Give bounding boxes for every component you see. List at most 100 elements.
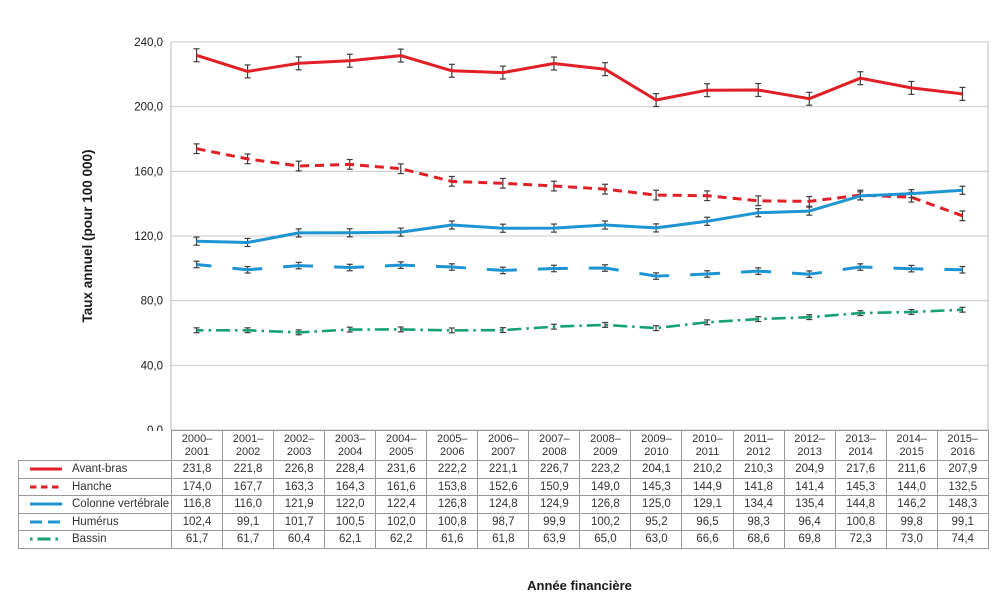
error-bar (397, 326, 404, 333)
legend-label: Colonne vertébrale (72, 498, 170, 511)
table-cell: 62,1 (324, 530, 377, 549)
table-row: Bassin 61,7 61,7 60,4 62,1 62,2 61,6 61,8 63,9 65… (18, 530, 989, 549)
table-cell: 145,3 (630, 477, 683, 496)
table-cell: 68,6 (732, 530, 785, 549)
table-cell: 121,9 (273, 495, 326, 514)
table-cell: 231,6 (375, 460, 428, 479)
table-cell: 141,8 (732, 477, 785, 496)
table-cell: 98,7 (477, 512, 530, 531)
table-cell: 101,7 (273, 512, 326, 531)
series-line (196, 53, 963, 102)
table-cell: 161,6 (375, 477, 428, 496)
year-header-cell: 2005– 2006 (426, 430, 479, 461)
table-cell: 62,2 (375, 530, 428, 549)
table-cell: 99,9 (528, 512, 581, 531)
data-table: 2000– 2001 2001– 2002 2002– 2003 2003– 2004 2004… (18, 430, 989, 549)
series-hum-rus (193, 260, 966, 280)
error-bar (704, 319, 711, 326)
legend-item: Bassin (18, 530, 172, 549)
y-tick-label: 120,0 (134, 231, 163, 243)
table-cell: 95,2 (630, 512, 683, 531)
table-cell: 221,1 (477, 460, 530, 479)
error-bar (602, 321, 609, 328)
error-bar (499, 327, 506, 334)
table-cell: 167,7 (222, 477, 275, 496)
table-cell: 150,9 (528, 477, 581, 496)
table-row: Avant-bras 231,8 221,8 226,8 228,4 231,6 222,2… (18, 460, 989, 479)
table-cell: 116,0 (222, 495, 275, 514)
series-line (196, 263, 963, 278)
series-bassin (193, 306, 966, 336)
year-header-cell: 2002– 2003 (273, 430, 326, 461)
table-cell: 217,6 (834, 460, 887, 479)
table-row: Hanche 174,0 167,7 163,3 164,3 161,6 153,8 152,… (18, 477, 989, 496)
table-cell: 124,9 (528, 495, 581, 514)
table-cell: 125,0 (630, 495, 683, 514)
table-cell: 96,5 (681, 512, 734, 531)
series-avant-bras (193, 48, 966, 108)
error-bar (193, 48, 200, 63)
legend-item: Avant-bras (18, 460, 172, 479)
legend-label: Hanche (72, 480, 112, 493)
year-header-cell: 2001– 2002 (222, 430, 275, 461)
table-cell: 122,0 (324, 495, 377, 514)
table-cell: 124,8 (477, 495, 530, 514)
table-cell: 126,8 (579, 495, 632, 514)
error-bar (755, 195, 762, 207)
table-cell: 73,0 (885, 530, 938, 549)
legend-label: Humérus (72, 515, 119, 528)
table-cell: 152,6 (477, 477, 530, 496)
table-cell: 60,4 (273, 530, 326, 549)
table-cell: 226,8 (273, 460, 326, 479)
error-bar (653, 325, 660, 332)
table-cell: 144,8 (834, 495, 887, 514)
legend-line-icon (30, 537, 62, 541)
table-cell: 146,2 (885, 495, 938, 514)
table-cell: 144,0 (885, 477, 938, 496)
table-cell: 211,6 (885, 460, 938, 479)
table-cell: 100,5 (324, 512, 377, 531)
legend-label: Avant-bras (72, 463, 128, 476)
legend-item: Hanche (18, 477, 172, 496)
series-line (196, 147, 963, 218)
table-header-row: 2000– 2001 2001– 2002 2002– 2003 2003– 2004 2004… (18, 430, 989, 461)
legend-line-icon (30, 485, 62, 489)
x-axis-title: Année financière (527, 578, 632, 593)
table-cell: 129,1 (681, 495, 734, 514)
year-header-cell: 2012– 2013 (783, 430, 836, 461)
table-cell: 210,3 (732, 460, 785, 479)
year-header-cell: 2000– 2001 (170, 430, 224, 461)
table-cell: 144,9 (681, 477, 734, 496)
year-header-cell: 2007– 2008 (528, 430, 581, 461)
table-cell: 61,7 (170, 530, 224, 549)
y-tick-label: 40,0 (141, 360, 163, 372)
y-tick-label: 200,0 (134, 102, 163, 114)
table-cell: 66,6 (681, 530, 734, 549)
table-cell: 204,9 (783, 460, 836, 479)
legend-line-icon (30, 467, 62, 471)
table-cell: 99,1 (936, 512, 989, 531)
table-cell: 164,3 (324, 477, 377, 496)
table-cell: 135,4 (783, 495, 836, 514)
table-cell: 122,4 (375, 495, 428, 514)
year-header-cell: 2013– 2014 (834, 430, 887, 461)
table-cell: 102,0 (375, 512, 428, 531)
year-header-cell: 2010– 2011 (681, 430, 734, 461)
y-axis-title: Taux annuel (pour 100 000) (80, 149, 95, 323)
year-header-cell: 2015– 2016 (936, 430, 989, 461)
table-cell: 153,8 (426, 477, 479, 496)
error-bar (653, 189, 660, 201)
error-bar (448, 327, 455, 334)
series-colonne-vert-brale (193, 185, 966, 248)
table-cell: 134,4 (732, 495, 785, 514)
table-cell: 100,2 (579, 512, 632, 531)
legend-label: Bassin (72, 533, 107, 546)
table-cell: 96,4 (783, 512, 836, 531)
series-line (196, 308, 963, 334)
line-chart: 0,0 40,0 80,0 120,0 160,0 200,0 240,0 (134, 37, 989, 432)
y-tick-label: 80,0 (141, 296, 163, 308)
year-header-cell: 2011– 2012 (732, 430, 785, 461)
table-cell: 99,8 (885, 512, 938, 531)
table-cell: 116,8 (170, 495, 224, 514)
series-line (196, 188, 963, 244)
